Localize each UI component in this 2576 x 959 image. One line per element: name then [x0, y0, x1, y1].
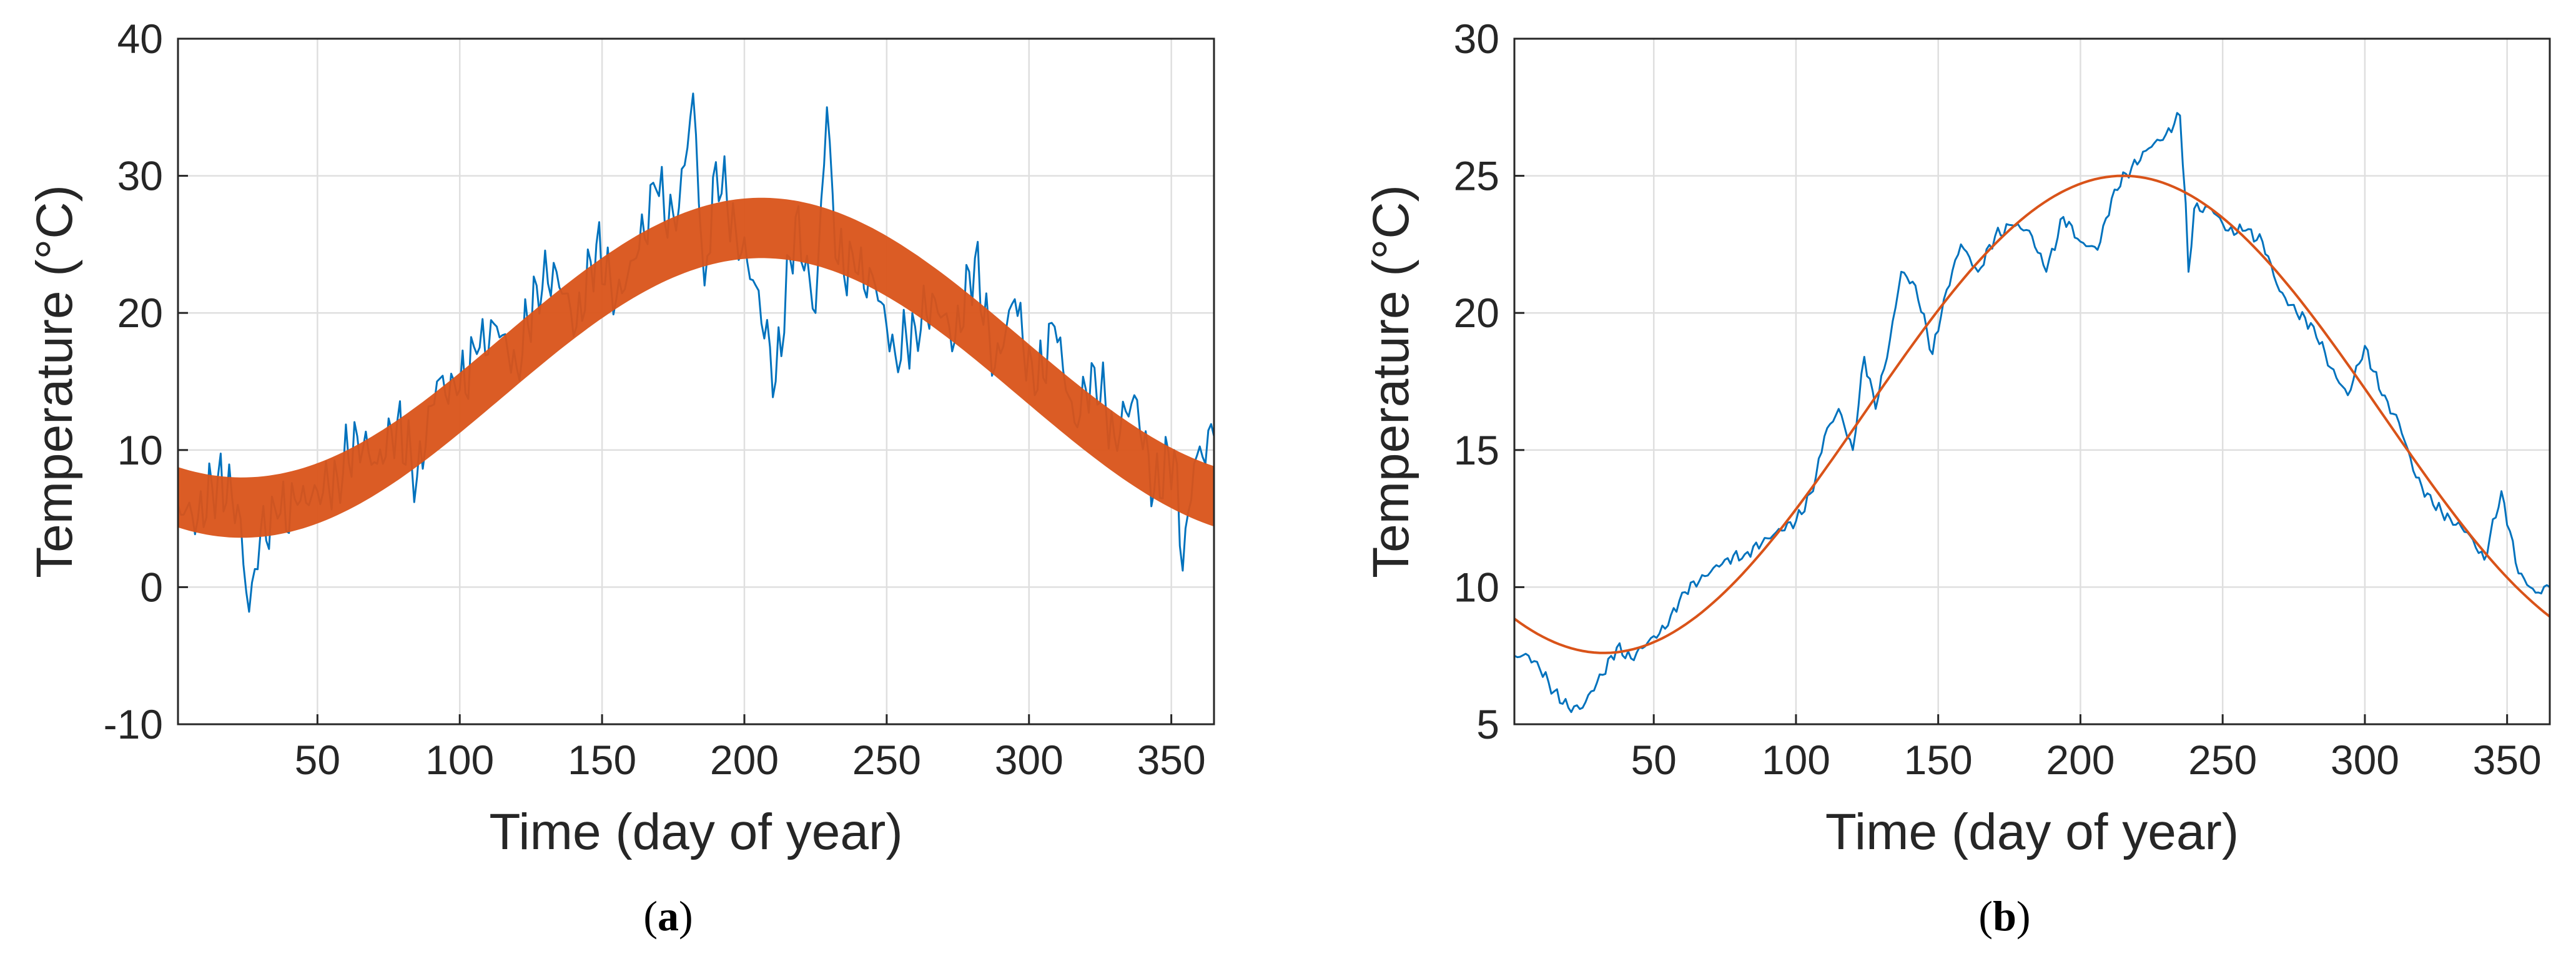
axes-box	[177, 37, 1215, 725]
caption-letter: b	[1993, 892, 2016, 940]
y-axis-label: Temperature (°C)	[1363, 185, 1419, 578]
x-tick-label: 300	[2331, 737, 2399, 783]
panel-caption: (b)	[1978, 892, 2030, 940]
caption-close-paren: )	[2016, 892, 2031, 940]
y-tick-label: 20	[117, 290, 163, 336]
x-axis-label: Time (day of year)	[1825, 804, 2239, 860]
chart-panel-a: 50 100 150 200 250 300 350 -10 0 10 20 30 40 Time (da…	[26, 16, 1215, 940]
caption-open-paren: (	[643, 892, 658, 940]
series-layer	[1514, 112, 2550, 713]
y-tick-label: 20	[1454, 290, 1499, 336]
x-tick-label: 200	[710, 737, 779, 783]
fit-band	[178, 197, 1214, 538]
x-tick-label: 50	[295, 737, 340, 783]
x-tick-label: 250	[852, 737, 921, 783]
y-tick-label: 15	[1454, 427, 1499, 473]
observed-series-line	[1514, 112, 2550, 713]
x-tick-label: 50	[1631, 737, 1676, 783]
y-tick-label: 40	[117, 16, 163, 62]
caption-open-paren: (	[1978, 892, 1993, 940]
chart-panel-b: 50 100 150 200 250 300 350 5 10 15 20 25 30 Time (day…	[1363, 16, 2551, 940]
x-tick-label: 100	[425, 737, 494, 783]
fit-series-line	[1514, 174, 2550, 654]
axes-box	[1513, 37, 2551, 725]
caption-letter: a	[658, 892, 679, 940]
x-tick-label: 200	[2046, 737, 2115, 783]
series-layer	[178, 92, 1214, 613]
y-tick-label: 10	[117, 427, 163, 473]
x-tick-label: 300	[995, 737, 1063, 783]
x-tick-label: 150	[1904, 737, 1973, 783]
x-axis-label: Time (day of year)	[489, 804, 902, 860]
y-tick-label: 10	[1454, 564, 1499, 610]
x-tick-label: 350	[2473, 737, 2542, 783]
x-tick-label: 100	[1762, 737, 1830, 783]
y-tick-label: 25	[1454, 153, 1499, 199]
y-axis-label: Temperature (°C)	[26, 185, 83, 578]
y-tick-label: 30	[117, 153, 163, 199]
panel-caption: (a)	[643, 892, 693, 940]
y-tick-label: 5	[1476, 701, 1499, 747]
caption-close-paren: )	[679, 892, 693, 940]
y-tick-label: 0	[140, 564, 163, 610]
x-tick-label: 150	[568, 737, 636, 783]
x-tick-label: 350	[1137, 737, 1206, 783]
x-tick-label: 250	[2188, 737, 2257, 783]
y-tick-label: -10	[104, 701, 163, 747]
y-tick-label: 30	[1454, 16, 1499, 62]
